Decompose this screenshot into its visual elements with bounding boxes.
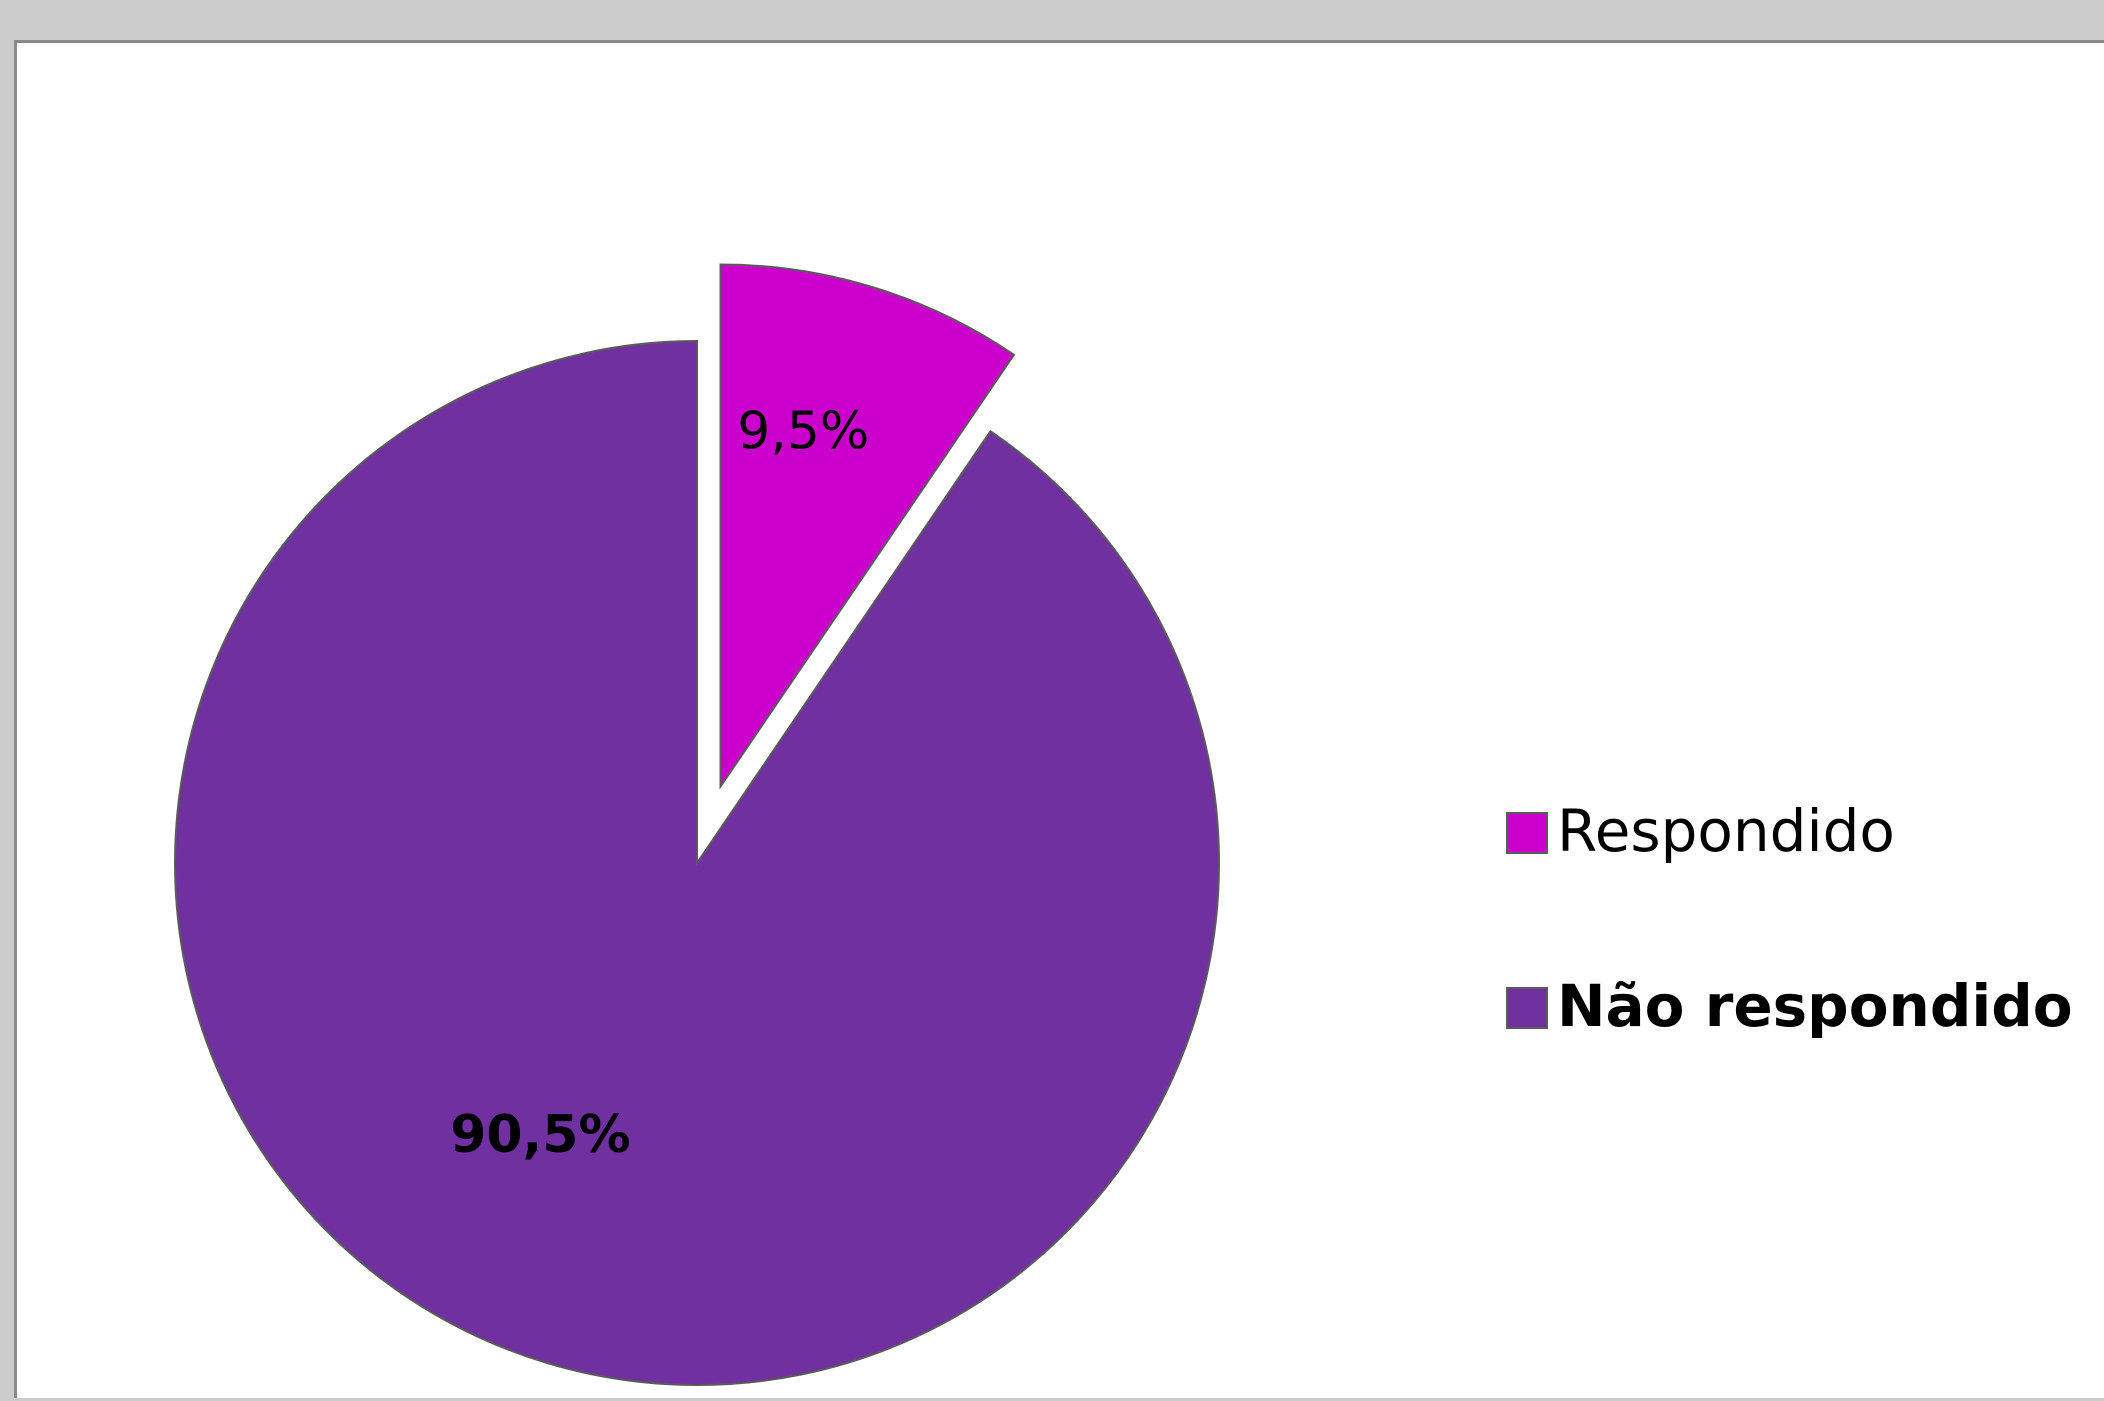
legend: Respondido Não respondido xyxy=(1506,797,2073,1040)
pie-chart: 9,5% 90,5% Respondido Não respondido xyxy=(174,263,2073,1386)
legend-label-respondido: Respondido xyxy=(1557,797,1895,865)
legend-swatch-respondido xyxy=(1506,812,1548,854)
legend-label-n-o-respondido: Não respondido xyxy=(1557,972,2073,1040)
data-label-n-o-respondido: 90,5% xyxy=(450,1105,630,1165)
pie-slice-n-o-respondido xyxy=(174,339,1220,1386)
legend-swatch-n-o-respondido xyxy=(1506,987,1548,1029)
data-label-respondido: 9,5% xyxy=(737,402,869,462)
pie-slices xyxy=(174,263,1220,1386)
data-labels: 9,5% 90,5% xyxy=(450,402,869,1166)
chart-area: 9,5% 90,5% Respondido Não respondido xyxy=(14,40,2104,1398)
pie-slice-respondido xyxy=(719,263,1016,790)
